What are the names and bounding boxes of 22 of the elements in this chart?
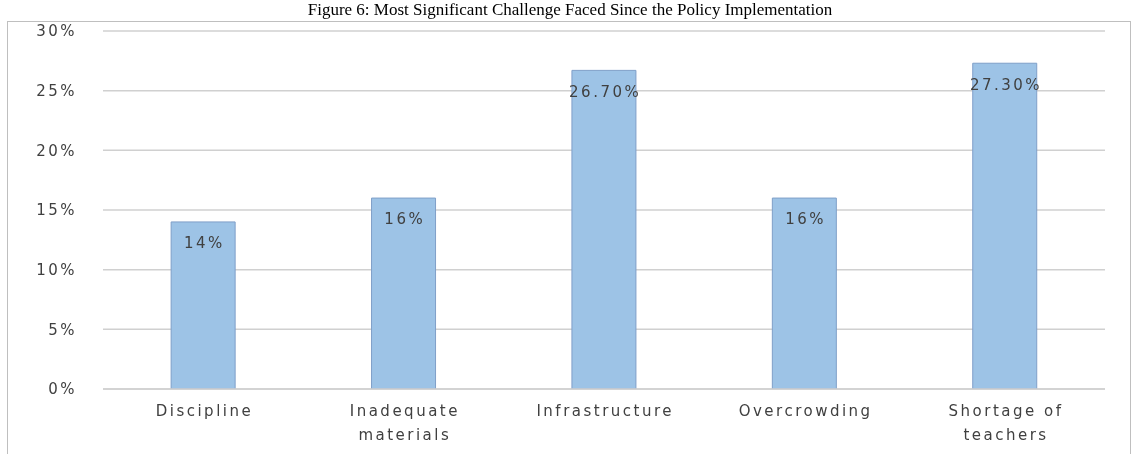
- y-tick-label: 15%: [36, 201, 77, 220]
- x-tick-label: Overcrowding: [738, 402, 873, 420]
- chart-title: Figure 6: Most Significant Challenge Faced Since the Policy Implementation: [306, 0, 834, 19]
- x-tick-label: Infrastructure: [536, 402, 675, 420]
- bar: [371, 197, 437, 389]
- y-tick-label: 25%: [36, 82, 77, 101]
- y-tick-label: 10%: [36, 261, 77, 280]
- x-tick-label: Shortage of teachers: [948, 402, 1064, 444]
- data-label: 16%: [384, 210, 426, 229]
- bar: [170, 221, 236, 389]
- data-label: 16%: [785, 210, 827, 229]
- bar: [771, 197, 837, 389]
- y-tick-label: 0%: [48, 380, 77, 399]
- bar: [972, 62, 1038, 389]
- x-tick-label: Discipline: [155, 402, 254, 420]
- y-tick-label: 20%: [36, 141, 77, 160]
- y-tick-label: 5%: [48, 320, 77, 339]
- y-tick-label: 30%: [36, 22, 77, 41]
- bar: [571, 69, 637, 389]
- data-label: 26.70%: [569, 82, 642, 101]
- x-tick-label: Inadequate materials: [349, 402, 460, 444]
- data-label: 14%: [183, 234, 225, 253]
